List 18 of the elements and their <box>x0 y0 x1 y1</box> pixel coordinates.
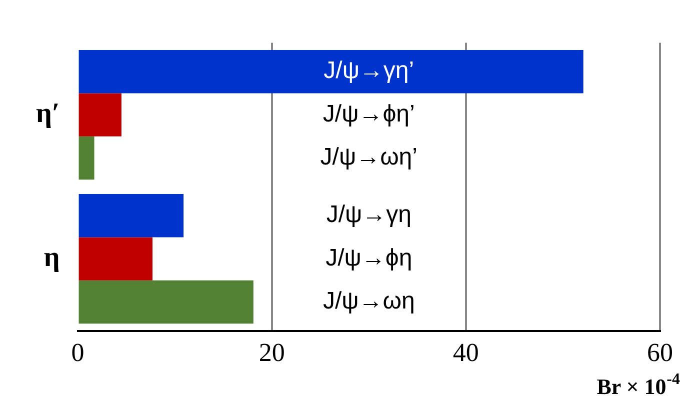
x-tick-label: 0 <box>71 338 84 368</box>
bar <box>78 237 152 280</box>
bar <box>78 50 584 94</box>
annotation: J/ψ→ωη’ <box>320 144 418 171</box>
bar <box>78 194 184 238</box>
annotation: J/ψ→ϕη’ <box>322 100 415 128</box>
x-tick-label: 20 <box>258 338 285 368</box>
bar <box>78 136 94 180</box>
annotation: J/ψ→γη’ <box>324 57 414 84</box>
x-tick-label: 60 <box>647 338 673 368</box>
bar <box>78 280 254 324</box>
annotation: J/ψ→ωη <box>322 288 415 315</box>
y-tick-label: η <box>44 242 60 274</box>
x-tick-label: 40 <box>452 338 479 368</box>
y-tick-label: η′ <box>36 98 60 130</box>
annotation: J/ψ→ϕη <box>326 244 412 272</box>
bar <box>78 93 122 136</box>
annotation: J/ψ→γη <box>326 201 412 228</box>
